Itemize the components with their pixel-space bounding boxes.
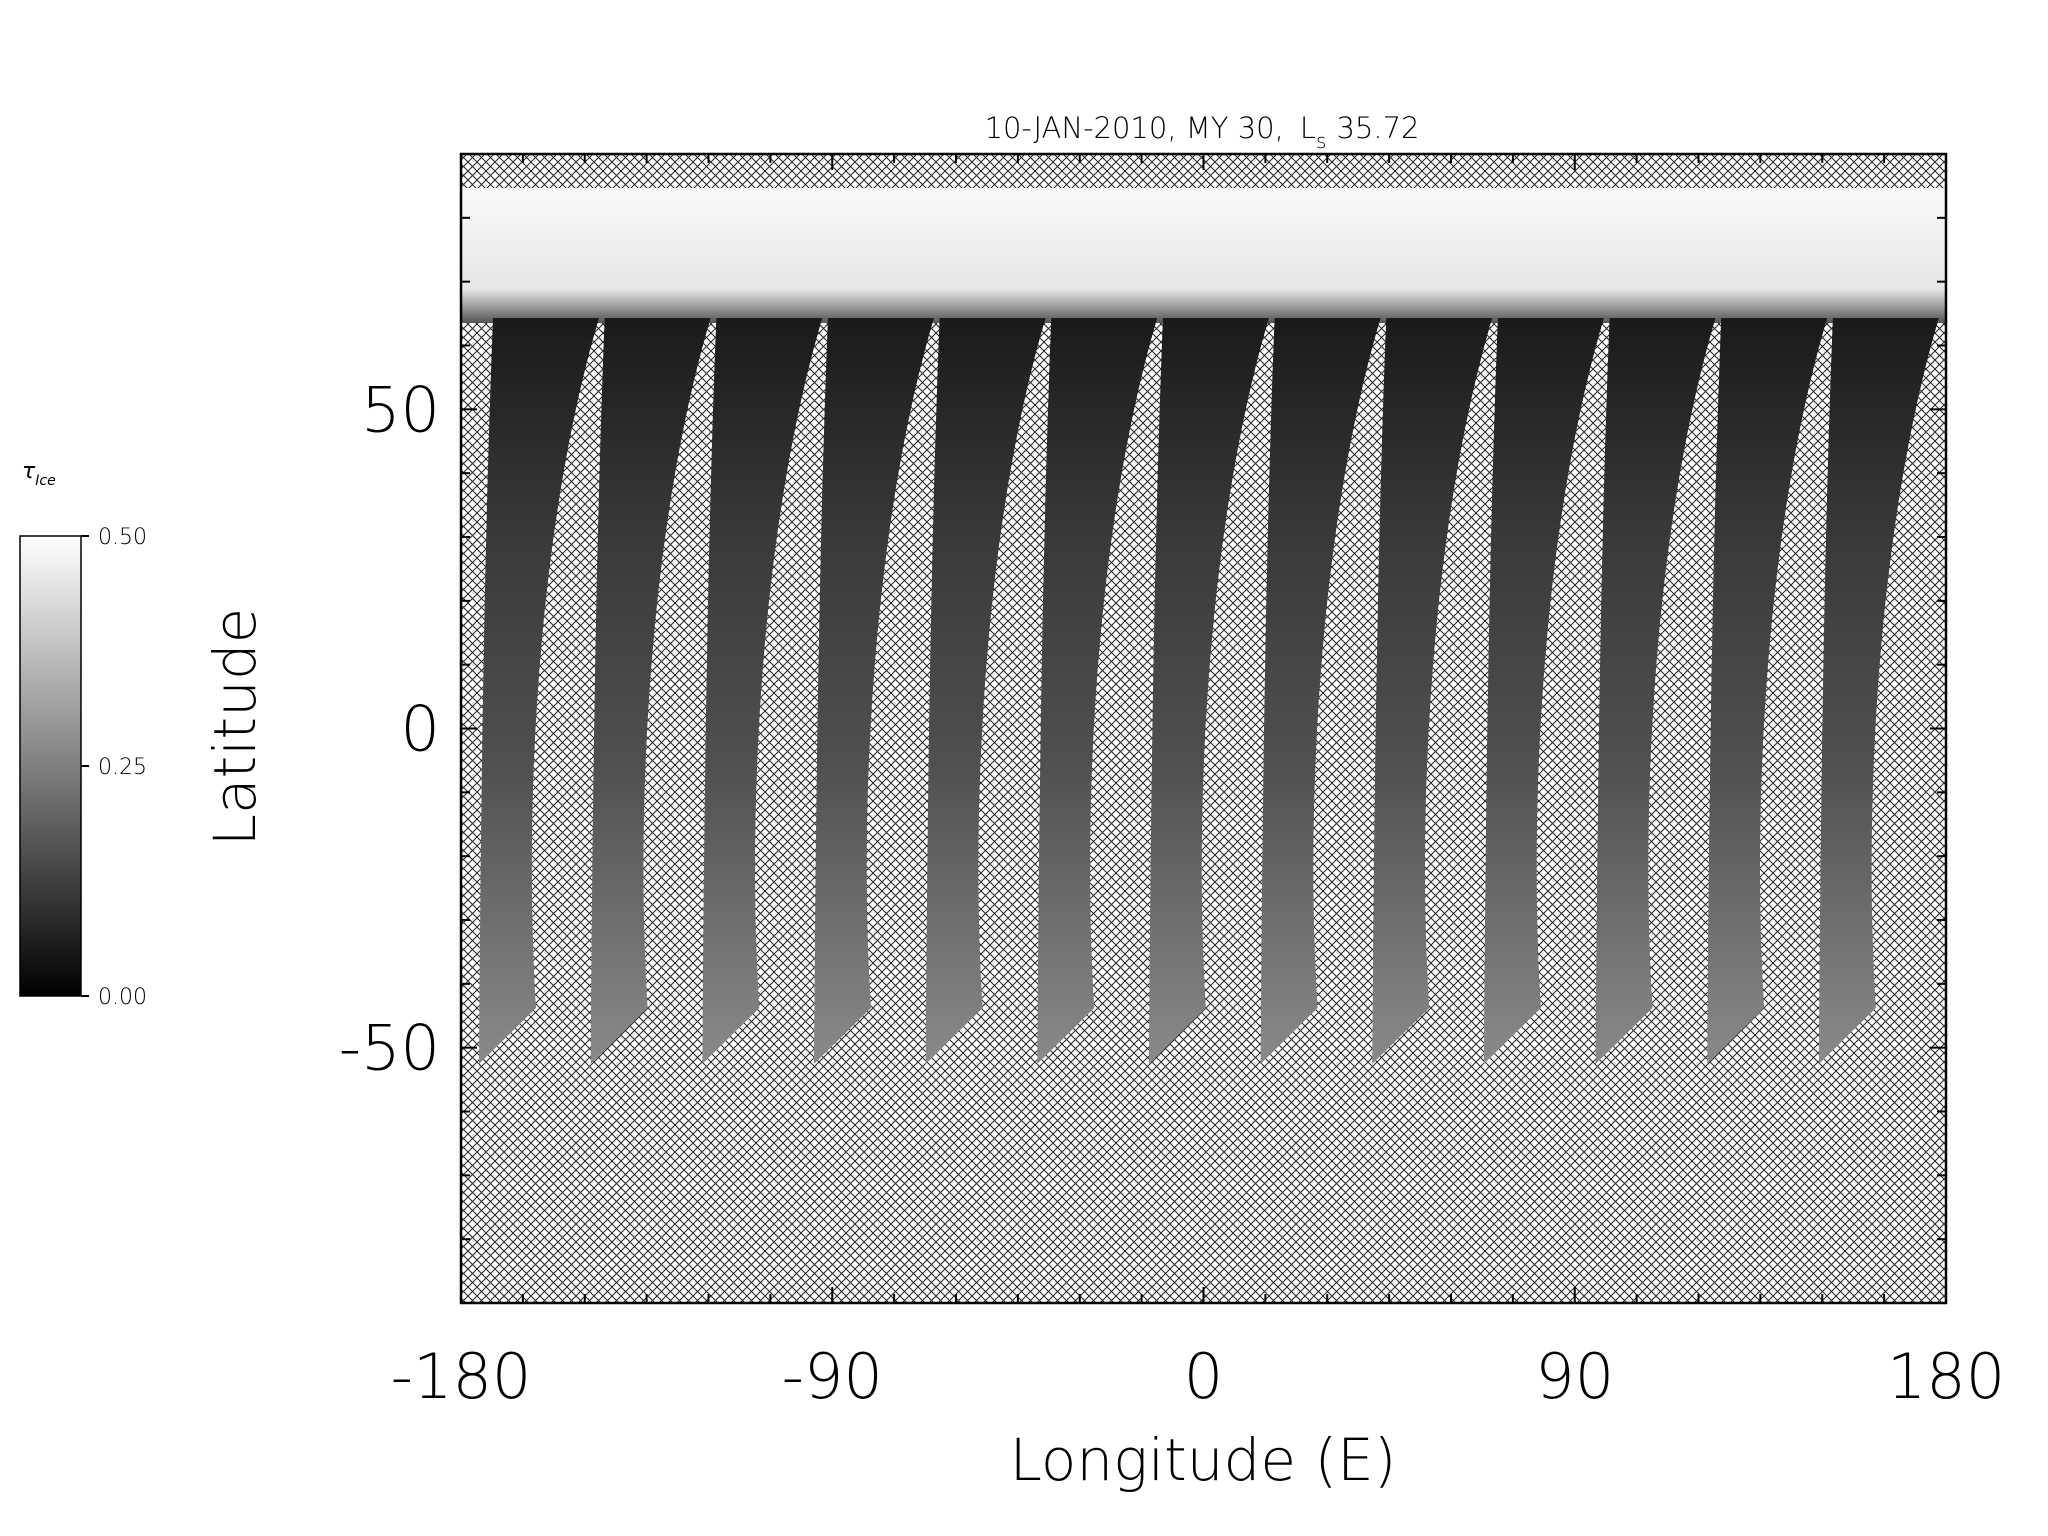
swath (925, 318, 1046, 1064)
swath (479, 318, 599, 1064)
swath (1818, 318, 1939, 1064)
y-axis-label: Latitude (201, 608, 269, 847)
swath (1595, 318, 1716, 1064)
swath (1707, 318, 1828, 1064)
title-subscript: s (1316, 129, 1326, 153)
colorbar-label: τIce (22, 459, 56, 489)
title-text: 10-JAN-2010, MY 30, (985, 111, 1284, 145)
x-tick-label: 0 (1184, 1340, 1223, 1413)
swath (1037, 318, 1158, 1064)
title-value: 35.72 (1336, 111, 1419, 145)
x-tick-label: -90 (782, 1340, 883, 1413)
colorbar-tick-label: 0.50 (98, 525, 147, 550)
y-tick-label: -50 (339, 1012, 440, 1085)
y-tick-label: 50 (361, 373, 440, 446)
x-tick-label: -180 (391, 1340, 532, 1413)
x-tick-label: 90 (1535, 1340, 1614, 1413)
title-symbol: L (1300, 111, 1316, 145)
swath (1483, 318, 1604, 1064)
x-tick-label: 180 (1887, 1340, 2005, 1413)
plot-area (459, 152, 1948, 1305)
swath (702, 318, 823, 1064)
swath (590, 318, 711, 1064)
colorbar-tick-label: 0.00 (98, 985, 147, 1010)
y-tick-label: 0 (401, 693, 440, 766)
swath (1372, 318, 1493, 1064)
x-axis-label: Longitude (E) (1010, 1426, 1397, 1494)
colorbar-subscript: Ice (35, 473, 55, 489)
swath (1148, 318, 1269, 1064)
colorbar-symbol: τ (22, 459, 36, 484)
colorbar (19, 535, 82, 997)
swath (813, 318, 934, 1064)
chart-title: 10-JAN-2010, MY 30, Ls 35.72 (985, 111, 1420, 153)
polar-cap (461, 188, 1946, 323)
colorbar-tick-label: 0.25 (98, 755, 147, 780)
swath (1260, 318, 1381, 1064)
